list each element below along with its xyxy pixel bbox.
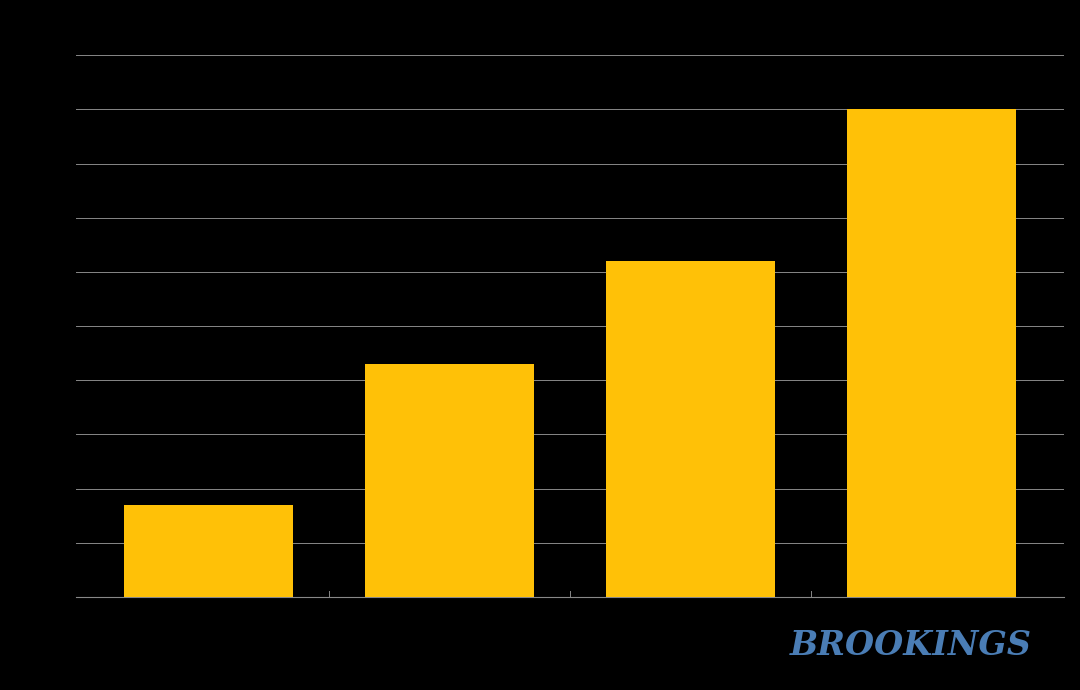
Bar [847,109,1015,597]
Text: BROOKINGS: BROOKINGS [789,629,1031,662]
Bar [606,261,774,597]
Bar [365,364,534,597]
Bar [124,505,293,597]
